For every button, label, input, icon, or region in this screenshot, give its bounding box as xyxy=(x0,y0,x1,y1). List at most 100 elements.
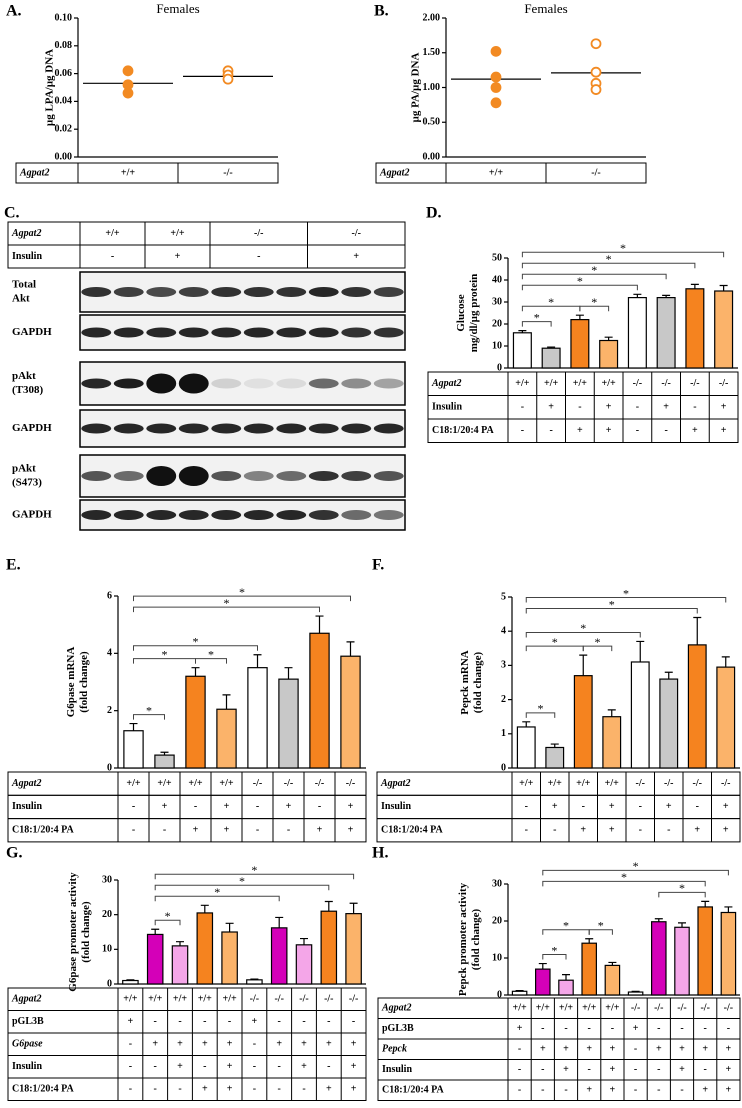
blot-band xyxy=(308,378,339,389)
y-axis-label: (fold change) xyxy=(78,651,90,713)
bar xyxy=(123,730,144,769)
blot-band xyxy=(211,287,242,297)
error-bar xyxy=(579,654,588,676)
y-tick-label: 0 xyxy=(497,989,502,1000)
significance-label: * xyxy=(563,919,569,933)
significance-bracket xyxy=(525,645,584,652)
blot-label: GAPDH xyxy=(12,422,52,434)
blot-band xyxy=(146,423,177,434)
y-tick-label: 0.00 xyxy=(423,151,441,162)
table-row xyxy=(7,1032,367,1056)
table-cell: - xyxy=(582,801,585,812)
data-point xyxy=(590,84,602,95)
table-cell: + xyxy=(152,1039,158,1050)
bar xyxy=(697,906,713,996)
significance-bracket xyxy=(525,597,727,603)
bar xyxy=(512,332,532,369)
bar xyxy=(146,933,164,985)
y-tick-label: 20 xyxy=(492,915,502,926)
significance-bracket xyxy=(542,929,590,935)
table-cell: - xyxy=(611,1023,614,1034)
significance-label: * xyxy=(534,310,540,324)
blot-label: pAkt xyxy=(12,463,36,475)
panel-label: B. xyxy=(374,3,389,20)
blot-band xyxy=(211,327,242,338)
error-bar xyxy=(633,293,642,298)
table-cell: - xyxy=(194,801,197,812)
y-axis-label: Pepck promoter activity xyxy=(457,882,469,996)
table-cell: + xyxy=(610,1064,616,1075)
table-cell: -/- xyxy=(274,994,283,1005)
table-cell: -/- xyxy=(631,1003,640,1014)
blot-band xyxy=(113,423,144,434)
blot-band xyxy=(276,378,307,389)
blot-band xyxy=(341,327,372,338)
blot-band xyxy=(178,423,209,434)
table-row xyxy=(7,244,406,269)
blot-band xyxy=(113,378,144,389)
bar xyxy=(720,911,737,996)
error-bar xyxy=(275,916,284,928)
y-axis-label: µg PA/µg DNA xyxy=(410,52,422,122)
y-tick-label: 0 xyxy=(497,362,502,373)
table-cell: -/- xyxy=(633,378,642,389)
table-cell: - xyxy=(278,1084,281,1095)
row-label: Agpat2 xyxy=(431,378,461,389)
error-bar xyxy=(562,974,570,981)
significance-bracket xyxy=(542,880,706,887)
table-cell: +/+ xyxy=(544,378,558,389)
y-axis-label: (fold change) xyxy=(80,901,92,963)
row-label: C18:1/20:4 PA xyxy=(382,1085,445,1096)
table-row xyxy=(427,418,739,443)
blot-band xyxy=(276,327,307,338)
table-cell: - xyxy=(132,801,135,812)
y-tick-label: 0.10 xyxy=(55,12,73,23)
blot-band xyxy=(178,327,209,338)
significance-label: * xyxy=(633,859,639,873)
error-bar xyxy=(701,900,710,907)
table-cell: + xyxy=(227,1061,233,1072)
table-cell: - xyxy=(634,1064,637,1075)
significance-label: * xyxy=(146,703,152,717)
error-bar xyxy=(225,922,234,932)
table-cell: +/+ xyxy=(223,994,237,1005)
table-cell: - xyxy=(667,825,670,836)
error-bar xyxy=(126,979,135,981)
table-cell: - xyxy=(664,425,667,436)
table-cell: + xyxy=(202,1039,208,1050)
table-cell: - xyxy=(696,801,699,812)
blot-label: Akt xyxy=(12,293,30,305)
y-axis-label: Pepck mRNA xyxy=(459,650,471,715)
significance-label: * xyxy=(595,635,601,649)
error-bar xyxy=(176,941,184,946)
significance-bracket xyxy=(525,608,698,614)
table-cell: +/+ xyxy=(105,228,119,239)
bar xyxy=(185,675,206,769)
bar xyxy=(196,912,214,985)
table-cell: - xyxy=(256,801,259,812)
table-cell: +/+ xyxy=(198,994,212,1005)
table-cell: + xyxy=(663,402,669,413)
table-cell: + xyxy=(609,825,615,836)
table-cell: +/+ xyxy=(157,778,171,789)
bar xyxy=(716,666,736,769)
table-cell: + xyxy=(656,1044,662,1055)
y-tick-label: 0.50 xyxy=(423,117,441,128)
table-cell: - xyxy=(278,1016,281,1027)
table-cell: + xyxy=(721,402,727,413)
data-point xyxy=(490,97,502,109)
blot-band xyxy=(81,423,112,434)
table-cell: + xyxy=(128,1016,134,1027)
table-cell: -/- xyxy=(346,778,355,789)
error-bar xyxy=(693,616,702,645)
blot-band xyxy=(211,510,242,520)
significance-label: * xyxy=(577,274,583,288)
error-bar xyxy=(604,336,613,341)
blot-label: GAPDH xyxy=(12,326,52,338)
bar xyxy=(659,678,679,769)
significance-label: * xyxy=(551,943,557,957)
table-row xyxy=(7,1077,367,1101)
table-cell: - xyxy=(541,1085,544,1096)
y-tick-label: 3 xyxy=(501,660,506,671)
data-point xyxy=(490,82,502,93)
